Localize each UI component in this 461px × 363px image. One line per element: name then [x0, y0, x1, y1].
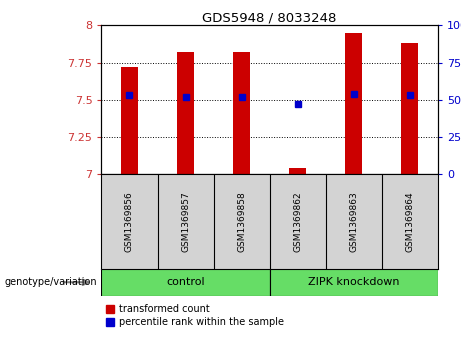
Bar: [101, 269, 270, 296]
Legend: transformed count, percentile rank within the sample: transformed count, percentile rank withi…: [106, 304, 284, 327]
Text: GSM1369857: GSM1369857: [181, 191, 190, 252]
Bar: [270, 269, 438, 296]
Bar: [290, 168, 306, 174]
Title: GDS5948 / 8033248: GDS5948 / 8033248: [202, 11, 337, 24]
Text: control: control: [166, 277, 205, 287]
Text: genotype/variation: genotype/variation: [5, 277, 97, 287]
Text: GSM1369863: GSM1369863: [349, 191, 358, 252]
Bar: [345, 33, 362, 174]
Text: GSM1369858: GSM1369858: [237, 191, 246, 252]
Bar: [121, 67, 138, 174]
Text: GSM1369864: GSM1369864: [405, 191, 414, 252]
Bar: [402, 43, 418, 174]
Text: GSM1369856: GSM1369856: [125, 191, 134, 252]
Bar: [177, 52, 194, 174]
Text: ZIPK knockdown: ZIPK knockdown: [308, 277, 400, 287]
Text: GSM1369862: GSM1369862: [293, 191, 302, 252]
Bar: [233, 52, 250, 174]
